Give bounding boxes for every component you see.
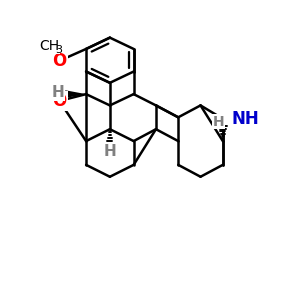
Text: 3: 3 [55,45,62,56]
Text: O: O [52,92,67,110]
Polygon shape [65,90,86,98]
Text: CH: CH [39,39,59,53]
Text: H: H [52,85,64,100]
Text: O: O [52,52,67,70]
Text: H: H [103,144,116,159]
Text: NH: NH [232,110,260,128]
Text: H: H [212,115,224,129]
